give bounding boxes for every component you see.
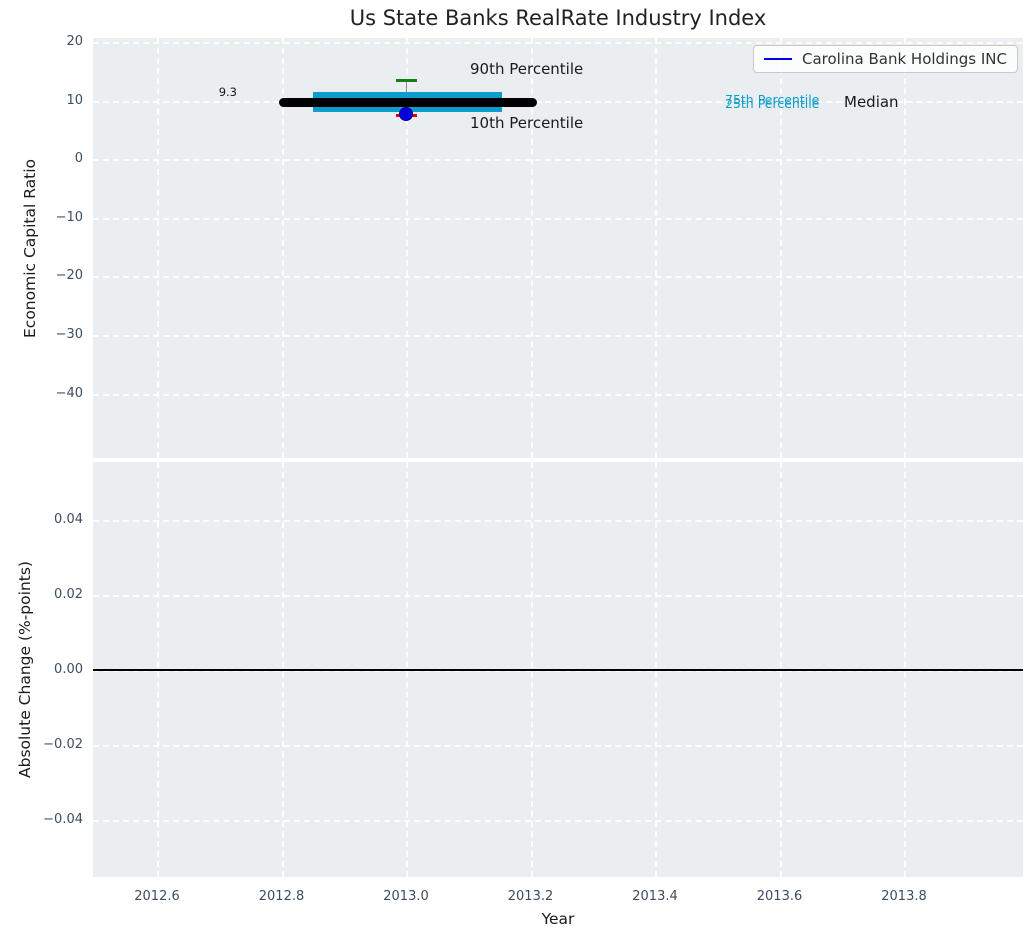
p90-annotation: 90th Percentile <box>470 60 584 78</box>
ytick-top: −20 <box>55 268 83 284</box>
gridline-h <box>93 393 1023 396</box>
ytick-bottom: −0.04 <box>43 812 83 827</box>
gridline-v <box>655 38 657 458</box>
gridline-h <box>93 100 1023 103</box>
p10-annotation: 10th Percentile <box>470 114 584 132</box>
median-line <box>279 97 537 107</box>
xtick: 2012.8 <box>258 889 305 904</box>
ytick-top: −10 <box>55 209 83 225</box>
gridline-h <box>93 335 1023 337</box>
ytick-bottom: 0.00 <box>54 662 83 677</box>
x-axis-label: Year <box>541 910 575 928</box>
zero-line <box>93 668 1023 671</box>
xtick: 2013.2 <box>507 889 554 904</box>
legend: Carolina Bank Holdings INC <box>753 45 1018 73</box>
ytick-top: 10 <box>66 92 83 108</box>
ytick-bottom: 0.04 <box>54 512 83 527</box>
legend-line-sample <box>764 57 792 61</box>
gridline-h <box>93 159 1023 162</box>
y-axis-label-top: Economic Capital Ratio <box>21 158 39 338</box>
gridline-h <box>93 217 1023 220</box>
gridline-h <box>93 595 1023 597</box>
gridline-h <box>93 745 1023 747</box>
bottom-plot-area <box>93 462 1023 877</box>
xtick: 2013.8 <box>881 889 927 904</box>
gridline-v <box>530 38 533 458</box>
gridline-v <box>779 38 782 458</box>
company-data-point <box>399 107 413 121</box>
ytick-bottom: 0.02 <box>54 587 83 602</box>
median-annotation: Median <box>844 93 899 111</box>
gridline-h <box>93 276 1023 279</box>
y-axis-label-bottom: Absolute Change (%-points) <box>16 561 34 778</box>
legend-label: Carolina Bank Holdings INC <box>802 50 1007 68</box>
p90-cap <box>396 78 417 82</box>
gridline-v <box>406 38 408 458</box>
gridline-h <box>93 670 1023 672</box>
ytick-top: −30 <box>55 327 83 342</box>
gridline-h <box>93 820 1023 822</box>
xtick: 2012.6 <box>134 889 180 904</box>
ytick-top: 0 <box>74 151 83 167</box>
median-value-label: 9.3 <box>218 85 237 99</box>
p75-annotation: 75th Percentile <box>725 92 820 107</box>
gridline-v <box>281 38 284 458</box>
ytick-top: 20 <box>66 34 83 49</box>
gridline-v <box>904 38 906 458</box>
chart-title: Us State Banks RealRate Industry Index <box>349 6 767 30</box>
xtick: 2013.4 <box>632 889 678 904</box>
p25-annotation: 25th Percentile <box>725 96 820 111</box>
gridline-v <box>157 38 159 458</box>
top-plot-area: 9.3 90th Percentile 10th Percentile 75th… <box>93 38 1023 458</box>
gridline-h <box>93 42 1023 44</box>
ytick-top: −40 <box>55 385 83 401</box>
xtick: 2013.0 <box>383 889 429 904</box>
gridline-h <box>93 520 1023 522</box>
ytick-bottom: −0.02 <box>43 737 83 752</box>
xtick: 2013.6 <box>756 889 803 904</box>
